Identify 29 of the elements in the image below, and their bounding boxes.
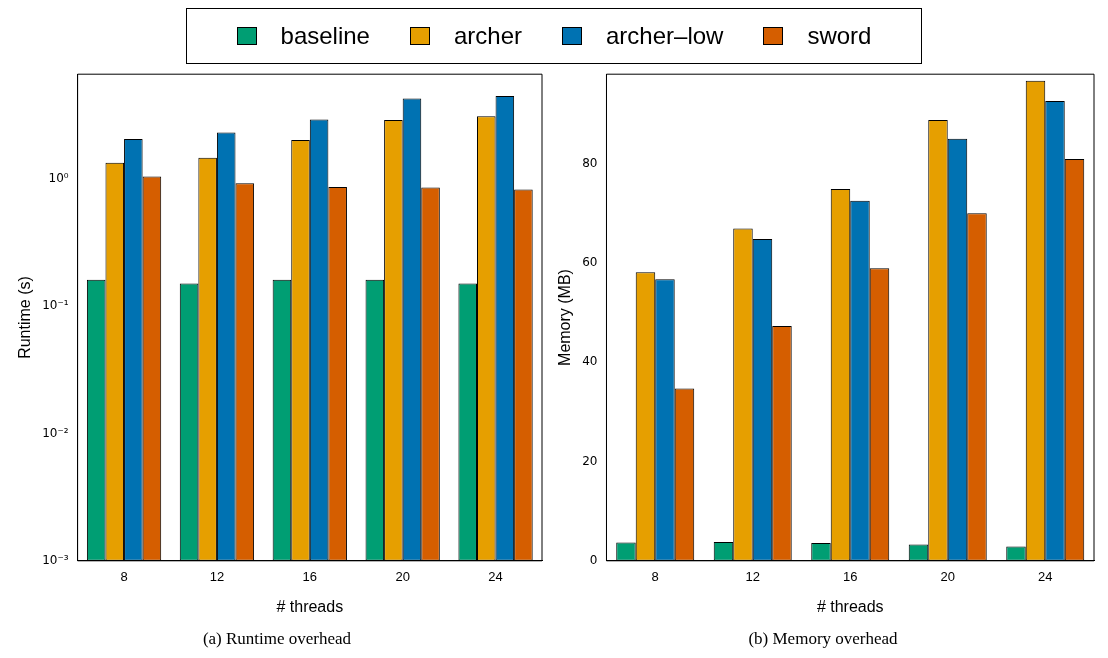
x-tick-label: 16 [843, 569, 858, 585]
y-tick-label: 10⁻¹ [42, 298, 69, 313]
y-tick-label: 10⁻² [42, 425, 69, 440]
x-tick-label: 24 [1038, 569, 1053, 585]
legend-label: baseline [280, 22, 370, 50]
legend-label: archer–low [606, 22, 724, 50]
y-axis-title: Runtime (s) [16, 276, 34, 359]
y-tick-label: 10⁰ [48, 170, 69, 185]
legend-label: archer [453, 22, 522, 50]
y-tick-label: 80 [582, 155, 598, 170]
x-tick-label: 12 [745, 569, 760, 585]
y-tick-label: 0 [589, 552, 598, 567]
x-tick-label: 12 [209, 569, 225, 585]
text: (b) Memory overhead [748, 629, 899, 649]
text: (a) Runtime overhead [202, 629, 352, 649]
x-tick-label: 8 [651, 569, 659, 585]
x-tick-label: 20 [940, 569, 955, 585]
y-tick-label: 20 [582, 453, 598, 468]
y-tick-label: 10⁻³ [42, 552, 69, 567]
x-tick-label: 8 [120, 569, 128, 585]
y-tick-label: 60 [582, 255, 598, 270]
y-tick-label: 40 [582, 354, 598, 369]
x-tick-label: 16 [302, 569, 318, 585]
y-axis-title: Memory (MB) [556, 269, 574, 366]
x-tick-label: 24 [488, 569, 503, 585]
legend-label: sword [807, 22, 872, 50]
x-axis-title: # threads [276, 598, 344, 616]
x-tick-label: 20 [395, 569, 410, 585]
x-axis-title: # threads [816, 598, 884, 616]
